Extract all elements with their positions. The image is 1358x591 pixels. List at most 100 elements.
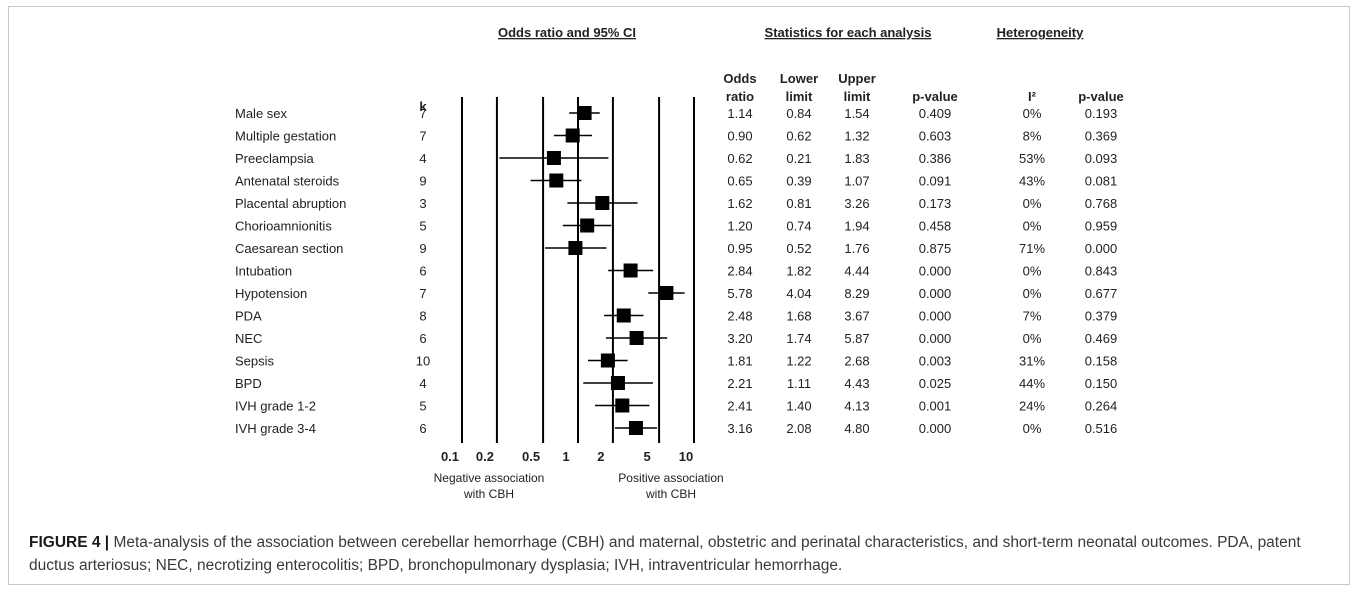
row-lower: 0.21 — [786, 151, 811, 166]
or-marker — [615, 398, 630, 413]
x-tick-label: 0.1 — [441, 449, 459, 464]
row-upper: 1.76 — [844, 241, 869, 256]
row-label: Chorioamnionitis — [235, 219, 332, 234]
x-tick-label: 1 — [562, 449, 569, 464]
row-upper: 1.54 — [844, 106, 869, 121]
row-het-pvalue: 0.677 — [1085, 286, 1118, 301]
header-stats: Statistics for each analysis — [765, 25, 932, 40]
positive-note-1: Positive association — [618, 471, 723, 485]
row-het-pvalue: 0.469 — [1085, 331, 1118, 346]
row-het-pvalue: 0.081 — [1085, 174, 1118, 189]
header-heterogeneity: Heterogeneity — [997, 25, 1084, 40]
row-odds-ratio: 2.21 — [727, 376, 752, 391]
row-odds-ratio: 1.14 — [727, 106, 752, 121]
or-marker — [623, 263, 638, 278]
row-pvalue: 0.173 — [919, 196, 952, 211]
row-i2: 0% — [1023, 286, 1042, 301]
row-k: 4 — [419, 151, 426, 166]
row-i2: 44% — [1019, 376, 1045, 391]
row-k: 4 — [419, 376, 426, 391]
row-i2: 0% — [1023, 196, 1042, 211]
table-row: Multiple gestation 7 0.90 0.62 1.32 0.603 8% 0.… — [235, 128, 1118, 144]
table-row: Preeclampsia 4 0.62 0.21 1.83 0.386 53% 0.093 — [235, 151, 1117, 166]
row-i2: 24% — [1019, 399, 1045, 414]
row-label: Preeclampsia — [235, 151, 315, 166]
row-label: Placental abruption — [235, 196, 346, 211]
row-i2: 0% — [1023, 106, 1042, 121]
row-i2: 43% — [1019, 174, 1045, 189]
or-marker — [595, 196, 610, 210]
table-row: BPD 4 2.21 1.11 4.43 0.025 44% 0.150 — [235, 376, 1117, 391]
header-i2: I² — [1028, 89, 1037, 104]
row-pvalue: 0.000 — [919, 421, 952, 436]
negative-note-2: with CBH — [463, 487, 514, 501]
figure-frame: Odds ratio and 95% CI Statistics for each… — [8, 6, 1350, 585]
row-lower: 0.84 — [786, 106, 811, 121]
row-odds-ratio: 1.81 — [727, 354, 752, 369]
row-het-pvalue: 0.516 — [1085, 421, 1118, 436]
row-label: NEC — [235, 331, 262, 346]
row-odds-ratio: 0.90 — [727, 129, 752, 144]
row-lower: 0.39 — [786, 174, 811, 189]
x-tick-label: 5 — [643, 449, 650, 464]
header-or-ci: Odds ratio and 95% CI — [498, 25, 636, 40]
forest-plot: Odds ratio and 95% CI Statistics for each… — [235, 25, 1124, 501]
table-row: Male sex 7 1.14 0.84 1.54 0.409 0% 0.193 — [235, 106, 1117, 121]
row-lower: 1.22 — [786, 354, 811, 369]
row-odds-ratio: 1.20 — [727, 219, 752, 234]
row-het-pvalue: 0.264 — [1085, 399, 1118, 414]
caption-label: FIGURE 4 | — [29, 534, 110, 551]
row-odds-ratio: 2.41 — [727, 399, 752, 414]
row-i2: 0% — [1023, 219, 1042, 234]
table-row: Sepsis 10 1.81 1.22 2.68 0.003 31% 0.158 — [235, 353, 1117, 369]
row-pvalue: 0.875 — [919, 241, 952, 256]
row-label: Hypotension — [235, 286, 307, 301]
row-i2: 8% — [1023, 129, 1042, 144]
row-i2: 0% — [1023, 264, 1042, 279]
header-pvalue: p-value — [912, 89, 958, 104]
row-pvalue: 0.386 — [919, 151, 952, 166]
row-het-pvalue: 0.093 — [1085, 151, 1118, 166]
table-row: IVH grade 1-2 5 2.41 1.40 4.13 0.001 24% 0.264 — [235, 398, 1118, 414]
row-label: IVH grade 1-2 — [235, 399, 316, 414]
row-k: 7 — [419, 129, 426, 144]
row-odds-ratio: 0.95 — [727, 241, 752, 256]
row-label: Caesarean section — [235, 241, 343, 256]
row-pvalue: 0.458 — [919, 219, 952, 234]
row-upper: 1.07 — [844, 174, 869, 189]
or-marker — [568, 241, 583, 255]
row-odds-ratio: 5.78 — [727, 286, 752, 301]
header-odds-ratio-1: Odds — [723, 71, 756, 86]
row-upper: 5.87 — [844, 331, 869, 346]
row-upper: 4.13 — [844, 399, 869, 414]
header-het-pvalue: p-value — [1078, 89, 1124, 104]
row-i2: 71% — [1019, 241, 1045, 256]
row-lower: 1.11 — [787, 376, 811, 391]
row-pvalue: 0.000 — [919, 331, 952, 346]
row-lower: 1.74 — [786, 331, 811, 346]
row-upper: 3.26 — [844, 196, 869, 211]
row-k: 9 — [419, 241, 426, 256]
row-lower: 1.40 — [786, 399, 811, 414]
row-odds-ratio: 0.62 — [727, 151, 752, 166]
row-label: Antenatal steroids — [235, 174, 340, 189]
row-het-pvalue: 0.000 — [1085, 241, 1118, 256]
row-pvalue: 0.025 — [919, 376, 952, 391]
row-i2: 0% — [1023, 421, 1042, 436]
row-odds-ratio: 3.20 — [727, 331, 752, 346]
or-marker — [600, 353, 615, 368]
row-pvalue: 0.001 — [919, 399, 952, 414]
row-lower: 0.52 — [786, 241, 811, 256]
row-odds-ratio: 3.16 — [727, 421, 752, 436]
row-het-pvalue: 0.150 — [1085, 376, 1118, 391]
row-label: IVH grade 3-4 — [235, 421, 316, 436]
positive-note-2: with CBH — [645, 487, 696, 501]
table-row: Antenatal steroids 9 0.65 0.39 1.07 0.091 43% 0… — [235, 173, 1118, 189]
x-tick-label: 0.5 — [522, 449, 540, 464]
row-het-pvalue: 0.193 — [1085, 106, 1118, 121]
row-k: 6 — [419, 421, 426, 436]
row-het-pvalue: 0.369 — [1085, 129, 1118, 144]
row-k: 5 — [419, 399, 426, 414]
row-k: 5 — [419, 219, 426, 234]
table-row: Hypotension 7 5.78 4.04 8.29 0.000 0% 0.677 — [235, 286, 1117, 301]
